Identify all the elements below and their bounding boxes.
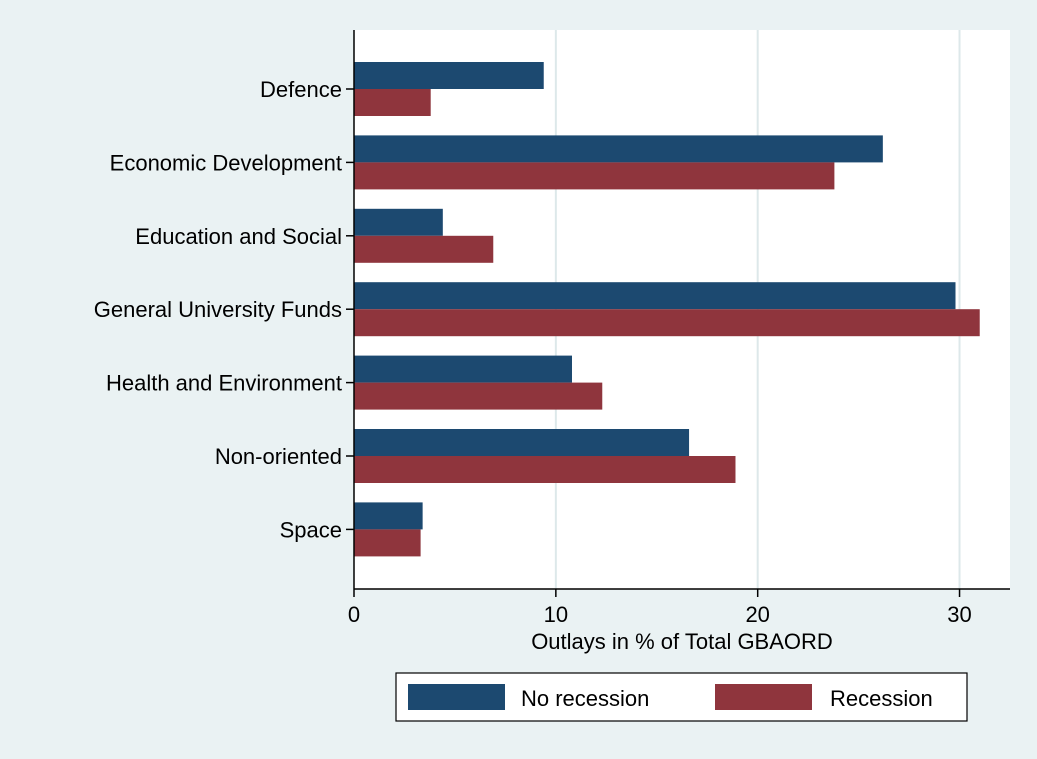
y-category-label-space: Space bbox=[280, 517, 342, 542]
bar-general-university-funds-no-recession bbox=[354, 282, 956, 310]
x-tick-label-20: 20 bbox=[745, 602, 769, 627]
legend: No recession Recession bbox=[395, 672, 968, 722]
bar-defence-recession bbox=[354, 89, 431, 116]
x-tick-label-30: 30 bbox=[947, 602, 971, 627]
y-category-label-non-oriented: Non-oriented bbox=[215, 444, 342, 469]
bar-education-and-social-no-recession bbox=[354, 208, 443, 236]
legend-label-no-recession: No recession bbox=[521, 686, 649, 711]
bar-space-no-recession bbox=[354, 502, 423, 530]
bars bbox=[354, 62, 980, 557]
legend-swatch-recession bbox=[715, 684, 812, 710]
bar-defence-no-recession bbox=[354, 62, 544, 89]
bar-economic-development-no-recession bbox=[354, 135, 883, 163]
y-category-labels: Defence Economic Development Education and… bbox=[94, 77, 342, 542]
y-category-label-defence: Defence bbox=[260, 77, 342, 102]
y-category-label-education-and-social: Education and Social bbox=[135, 224, 342, 249]
bar-economic-development-recession bbox=[354, 162, 835, 190]
legend-swatch-no-recession bbox=[408, 684, 505, 710]
axes bbox=[346, 30, 1010, 597]
bar-non-oriented-no-recession bbox=[354, 429, 690, 456]
bar-space-recession bbox=[354, 529, 421, 557]
bar-health-and-environment-recession bbox=[354, 382, 603, 410]
bar-general-university-funds-recession bbox=[354, 309, 980, 337]
x-tick-labels: 0 10 20 30 bbox=[348, 602, 972, 627]
bar-non-oriented-recession bbox=[354, 456, 736, 483]
x-axis-label: Outlays in % of Total GBAORD bbox=[531, 629, 833, 654]
y-category-label-health-and-environment: Health and Environment bbox=[106, 371, 342, 396]
x-tick-label-10: 10 bbox=[544, 602, 568, 627]
bar-health-and-environment-no-recession bbox=[354, 355, 572, 383]
y-category-label-economic-development: Economic Development bbox=[110, 150, 342, 175]
legend-label-recession: Recession bbox=[830, 686, 933, 711]
y-category-label-general-university-funds: General University Funds bbox=[94, 297, 342, 322]
x-tick-label-0: 0 bbox=[348, 602, 360, 627]
bar-education-and-social-recession bbox=[354, 235, 494, 263]
